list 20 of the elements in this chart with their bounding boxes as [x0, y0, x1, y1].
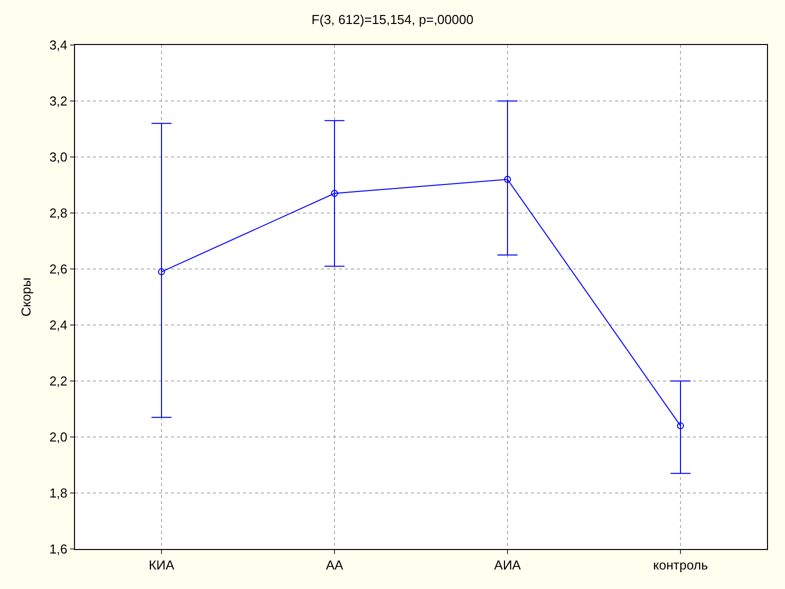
x-tick-label: контроль: [653, 558, 708, 573]
y-tick-label: 3,2: [49, 94, 68, 109]
point: [158, 268, 165, 276]
x-tick-label: АА: [326, 558, 344, 573]
y-tick-label: 3,4: [49, 38, 68, 53]
y-tick-label: 2,4: [49, 318, 68, 333]
point: [331, 190, 338, 197]
y-tick-label: 1,6: [49, 542, 68, 557]
point: [677, 422, 684, 430]
y-tick-label: 2,6: [49, 262, 68, 277]
y-tick-label: 2,8: [49, 206, 68, 221]
y-tick-label: 3,0: [49, 150, 68, 165]
chart-title: F(3, 612)=15,154, p=,00000: [312, 12, 474, 27]
y-tick-label: 2,2: [49, 374, 68, 389]
x-tick-label: КИА: [148, 558, 175, 573]
y-tick-label: 2,0: [49, 430, 68, 445]
y-axis-title: Скоры: [18, 277, 34, 317]
y-tick-label: 1,8: [49, 486, 68, 501]
point: [504, 176, 511, 183]
x-tick-label: АИА: [494, 558, 522, 573]
